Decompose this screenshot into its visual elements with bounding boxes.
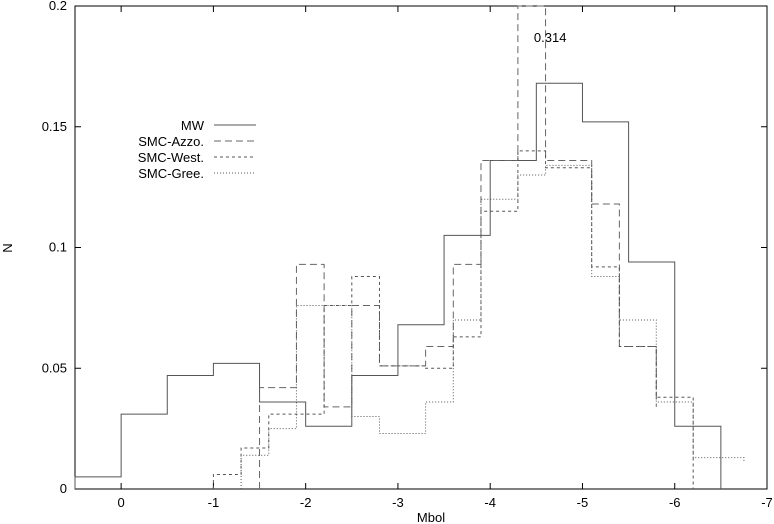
y-tick-label: 0.2 [49, 0, 67, 13]
legend-label: SMC-West. [138, 150, 204, 165]
y-tick-label: 0.05 [42, 360, 67, 375]
x-tick-label: -1 [208, 495, 220, 510]
y-tick-label: 0 [60, 481, 67, 496]
plot-border [74, 5, 768, 490]
annotation-label: 0.314 [534, 30, 567, 45]
legend-label: SMC-Gree. [138, 166, 204, 181]
x-axis-label: Mbol [417, 510, 445, 524]
x-tick-label: -5 [577, 495, 589, 510]
series-group [74, 5, 745, 489]
y-tick-label: 0.15 [42, 119, 67, 134]
series-line-mw [74, 82, 722, 489]
x-tick-label: -4 [484, 495, 496, 510]
axis-ticks: 0 -1 -2 -3 -4 -5 -6 -7 0 0.05 0.1 0.15 0.2 [42, 0, 773, 510]
series-line-smc-azzo [259, 5, 657, 489]
y-tick-label: 0.1 [49, 240, 67, 255]
series-line-smc-gree [240, 164, 745, 489]
legend-label: MW [181, 118, 205, 133]
y-axis-label: N [0, 243, 15, 252]
series-line-smc-west [212, 150, 694, 489]
legend-label: SMC-Azzo. [138, 134, 204, 149]
x-tick-label: 0 [118, 495, 125, 510]
x-tick-label: -6 [669, 495, 681, 510]
x-tick-label: -3 [392, 495, 404, 510]
plot-frame [74, 5, 768, 490]
x-tick-label: -2 [300, 495, 312, 510]
x-tick-label: -7 [761, 495, 773, 510]
